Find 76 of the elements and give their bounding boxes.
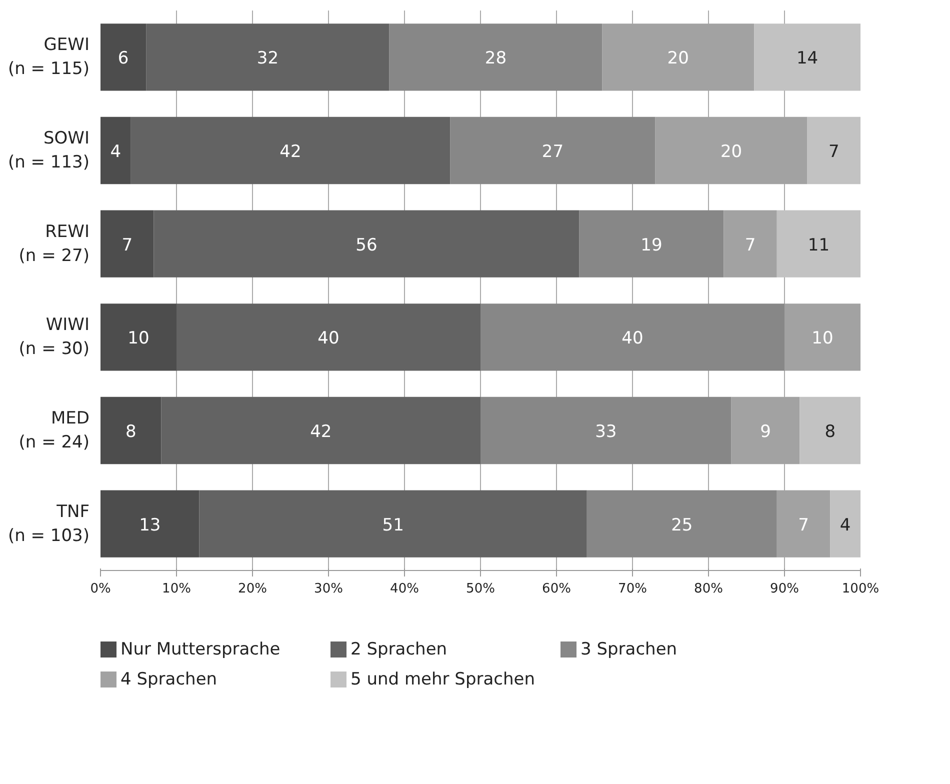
bar — [176, 304, 480, 371]
x-tick-label: 100% — [842, 582, 880, 596]
legend-label: Nur Muttersprache — [120, 640, 280, 660]
bar — [602, 24, 754, 91]
bar — [579, 210, 724, 278]
legend-label: 2 Sprachen — [350, 640, 448, 660]
data-label: 10 — [812, 328, 834, 349]
data-label: 6 — [118, 48, 129, 69]
data-label: 9 — [760, 422, 771, 442]
y-tick-label: WIWI (n = 30) — [18, 315, 90, 360]
data-label: 7 — [798, 515, 809, 536]
data-label: 13 — [139, 515, 161, 536]
y-tick-label: TNF (n = 103) — [8, 502, 90, 546]
data-label: 42 — [310, 422, 332, 442]
data-label: 4 — [110, 142, 122, 162]
data-label: 42 — [280, 142, 302, 162]
bar — [800, 396, 860, 464]
x-tick-label: 30% — [314, 582, 343, 596]
bar — [586, 490, 777, 558]
bar — [830, 490, 860, 558]
y-tick-label: SOWI (n = 113) — [8, 128, 90, 172]
data-label: 33 — [595, 422, 617, 442]
data-label: 51 — [382, 515, 404, 536]
bar — [480, 396, 732, 464]
bar — [161, 396, 480, 464]
x-tick-label: 0% — [90, 582, 111, 596]
data-label: 40 — [318, 328, 340, 349]
data-label: 20 — [720, 142, 742, 162]
x-tick-label: 60% — [542, 582, 571, 596]
data-label: 8 — [125, 422, 136, 442]
data-label: 8 — [824, 422, 836, 442]
data-label: 25 — [671, 515, 693, 536]
data-label: 7 — [744, 235, 756, 256]
x-tick-label: 40% — [390, 582, 419, 596]
x-tick-label: 80% — [694, 582, 723, 596]
bar — [100, 490, 200, 558]
data-label: 14 — [796, 48, 818, 69]
data-label: 56 — [356, 235, 378, 256]
data-label: 28 — [484, 48, 507, 69]
bar — [450, 116, 656, 184]
y-tick-label: GEWI (n = 115) — [8, 35, 90, 80]
x-tick-label: 90% — [770, 582, 799, 596]
data-label: 11 — [808, 235, 830, 256]
bar — [199, 490, 587, 558]
x-tick-label: 10% — [162, 582, 191, 596]
data-label: 19 — [640, 235, 662, 256]
bar — [100, 396, 162, 464]
legend-label: 3 Sprachen — [580, 640, 678, 660]
bar — [724, 210, 777, 278]
bar — [100, 116, 131, 184]
y-tick-label: REWI (n = 27) — [18, 222, 90, 266]
data-label: 10 — [128, 328, 150, 349]
bar — [776, 210, 860, 278]
x-tick-label: 20% — [238, 582, 267, 596]
bar — [389, 24, 602, 91]
bar — [146, 24, 390, 91]
y-tick-label: MED (n = 24) — [18, 408, 90, 452]
x-tick-label: 50% — [466, 582, 495, 596]
data-label: 27 — [542, 142, 564, 162]
bar — [100, 304, 176, 371]
bar — [754, 24, 860, 91]
data-label: 7 — [122, 235, 133, 256]
data-label: 40 — [622, 328, 644, 349]
legend-label: 5 und mehr Sprachen — [350, 670, 535, 690]
data-label: 4 — [840, 515, 851, 536]
x-tick-label: 70% — [618, 582, 647, 596]
bar — [100, 210, 154, 278]
data-label: 20 — [667, 48, 689, 69]
bar — [130, 116, 450, 184]
data-label: 32 — [256, 48, 279, 69]
bar — [100, 24, 146, 91]
legend-label: 4 Sprachen — [120, 670, 218, 690]
bar — [154, 210, 580, 278]
bar — [807, 116, 860, 184]
data-label: 7 — [828, 142, 840, 162]
bar — [480, 304, 784, 371]
